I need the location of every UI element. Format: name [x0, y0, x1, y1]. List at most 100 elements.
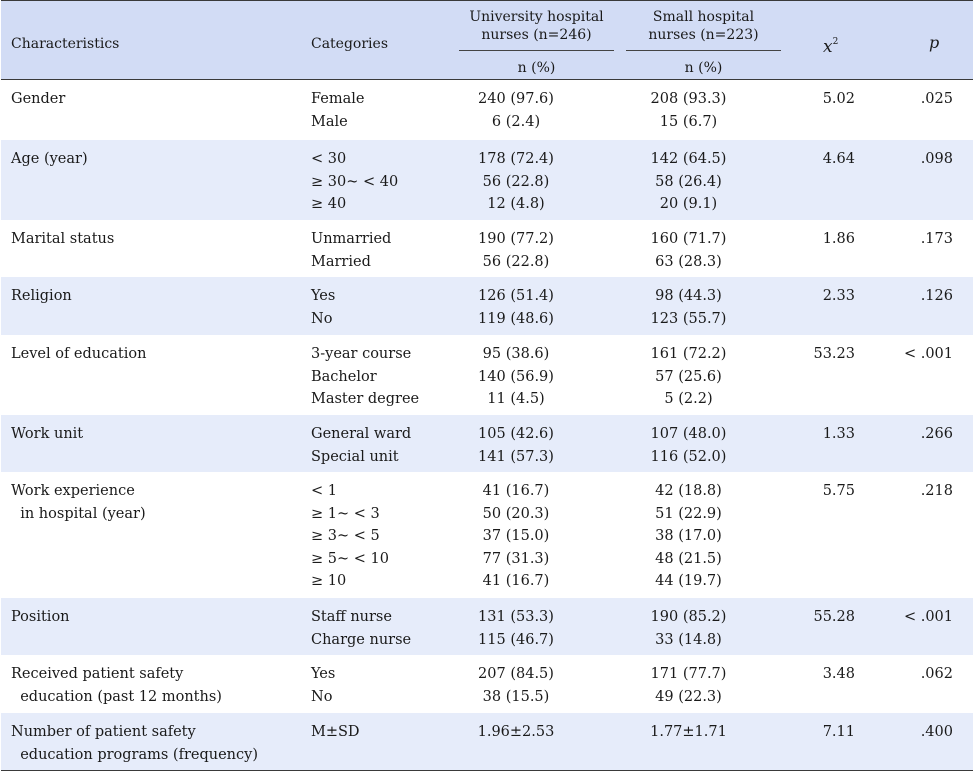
characteristic-cell: Marital status — [11, 228, 301, 251]
university-value: 77 (31.3) — [482, 550, 550, 567]
university-value-cell: 41 (16.7) 50 (20.3) 37 (15.0) 77 (31.3) 41 (… — [441, 480, 591, 593]
table-row: Received patient safety education (past … — [1, 655, 973, 713]
chi-square-value: 5.02 — [822, 91, 855, 107]
university-value-cell: 178 (72.4) 56 (22.8) 12 (4.8) — [441, 148, 591, 216]
header-chi-square: x2 — [823, 33, 838, 56]
p-value: < .001 — [903, 609, 953, 625]
characteristic-cell: Gender — [11, 88, 301, 111]
characteristic: Work unit — [11, 426, 84, 442]
small-value: 1.77±1.71 — [650, 724, 727, 740]
characteristic: education (past 12 months) — [11, 688, 222, 705]
university-value: 38 (15.5) — [482, 688, 550, 705]
university-value: 11 (4.5) — [487, 391, 545, 407]
university-value: 140 (56.9) — [478, 368, 554, 385]
header-small-line2: nurses (n=223) — [648, 27, 759, 43]
table-row: Number of patient safety education progr… — [1, 713, 973, 771]
university-value-cell: 190 (77.2) 56 (22.8) — [441, 228, 591, 273]
category-cell: Staff nurse Charge nurse — [311, 606, 461, 651]
small-value-cell: 142 (64.5) 58 (26.4) 20 (9.1) — [616, 148, 761, 216]
small-value-cell: 190 (85.2) 33 (14.8) — [616, 606, 761, 651]
small-value-cell: 208 (93.3) 15 (6.7) — [616, 88, 761, 133]
university-value: 56 (22.8) — [482, 173, 550, 190]
table-header: Characteristics Categories University ho… — [1, 0, 973, 80]
category-cell: General ward Special unit — [311, 423, 461, 468]
category-cell: Unmarried Married — [311, 228, 461, 273]
header-small-npct: n (%) — [684, 60, 723, 76]
chi-square-value: 7.11 — [822, 724, 855, 740]
header-categories: Categories — [311, 36, 388, 52]
header-university-npct: n (%) — [517, 60, 556, 76]
category: ≥ 3~ < 5 — [311, 528, 380, 544]
p-value: .098 — [920, 151, 953, 167]
small-value-cell: 107 (48.0) 116 (52.0) — [616, 423, 761, 468]
category: Female — [311, 91, 365, 107]
small-value: 48 (21.5) — [655, 550, 722, 567]
category: Yes — [311, 288, 336, 304]
characteristic-cell: Position — [11, 606, 301, 629]
university-value: 119 (48.6) — [478, 310, 554, 327]
table-row: Gender Female Male 240 (97.6) 6 (2.4) 208 (93… — [1, 80, 973, 140]
table-row: Age (year) < 30 ≥ 30~ < 40 ≥ 40 178 (72.4) 56… — [1, 140, 973, 220]
small-value: 116 (52.0) — [650, 448, 727, 465]
p-value: .126 — [920, 288, 953, 304]
table-row: Work experience in hospital (year) < 1 ≥ 1… — [1, 472, 973, 598]
category: M±SD — [311, 724, 360, 740]
header-characteristics: Characteristics — [11, 36, 120, 52]
university-value: 126 (51.4) — [478, 288, 554, 304]
category-cell: Female Male — [311, 88, 461, 133]
table-row: Position Staff nurse Charge nurse 131 (53.3… — [1, 598, 973, 655]
university-value: 1.96±2.53 — [477, 724, 555, 740]
header-university-line2: nurses (n=246) — [481, 27, 592, 43]
characteristic: Work experience — [11, 483, 135, 499]
university-value: 95 (38.6) — [482, 346, 550, 362]
category: < 1 — [311, 483, 337, 499]
header-chi-superscript: 2 — [832, 37, 839, 47]
university-value: 131 (53.3) — [478, 609, 554, 625]
header-small-underline — [626, 50, 781, 51]
university-value: 37 (15.0) — [482, 528, 550, 544]
category-cell: < 30 ≥ 30~ < 40 ≥ 40 — [311, 148, 461, 216]
small-value: 20 (9.1) — [659, 196, 718, 212]
small-value: 208 (93.3) — [650, 91, 727, 107]
category-cell: Yes No — [311, 663, 461, 708]
chi-square-value: 5.75 — [822, 483, 855, 499]
university-value-cell: 105 (42.6) 141 (57.3) — [441, 423, 591, 468]
category-cell: Yes No — [311, 285, 461, 330]
category: No — [311, 688, 333, 705]
table-row: Marital status Unmarried Married 190 (77.2)… — [1, 220, 973, 277]
p-value: .400 — [920, 724, 953, 740]
characteristic-cell: Number of patient safety education progr… — [11, 721, 301, 766]
category: Master degree — [311, 391, 420, 407]
chi-square-value: 1.33 — [822, 426, 855, 442]
small-value: 51 (22.9) — [655, 505, 722, 522]
header-p: p — [929, 33, 940, 52]
header-university-line1: University hospital — [469, 9, 604, 25]
characteristic: Position — [11, 609, 70, 625]
p-value: .062 — [920, 666, 953, 682]
p-value: < .001 — [903, 346, 953, 362]
small-value: 123 (55.7) — [650, 310, 727, 327]
university-value: 12 (4.8) — [487, 196, 545, 212]
university-value-cell: 1.96±2.53 — [441, 721, 591, 744]
characteristic: Number of patient safety — [11, 724, 196, 740]
category: ≥ 30~ < 40 — [311, 173, 399, 190]
university-value: 178 (72.4) — [478, 151, 554, 167]
small-value-cell: 161 (72.2) 57 (25.6) 5 (2.2) — [616, 343, 761, 411]
characteristic: in hospital (year) — [11, 505, 146, 522]
small-value: 38 (17.0) — [655, 528, 722, 544]
small-value: 98 (44.3) — [655, 288, 722, 304]
small-value-cell: 1.77±1.71 — [616, 721, 761, 744]
p-value: .025 — [920, 91, 953, 107]
characteristic: Gender — [11, 91, 66, 107]
university-value: 207 (84.5) — [478, 666, 554, 682]
category: ≥ 10 — [311, 573, 347, 589]
category: < 30 — [311, 151, 347, 167]
university-value-cell: 240 (97.6) 6 (2.4) — [441, 88, 591, 133]
small-value: 63 (28.3) — [655, 253, 722, 270]
header-small-line1: Small hospital — [652, 9, 755, 25]
category: Unmarried — [311, 231, 392, 247]
category: 3-year course — [311, 346, 412, 362]
small-value: 171 (77.7) — [650, 666, 727, 682]
university-value-cell: 95 (38.6) 140 (56.9) 11 (4.5) — [441, 343, 591, 411]
